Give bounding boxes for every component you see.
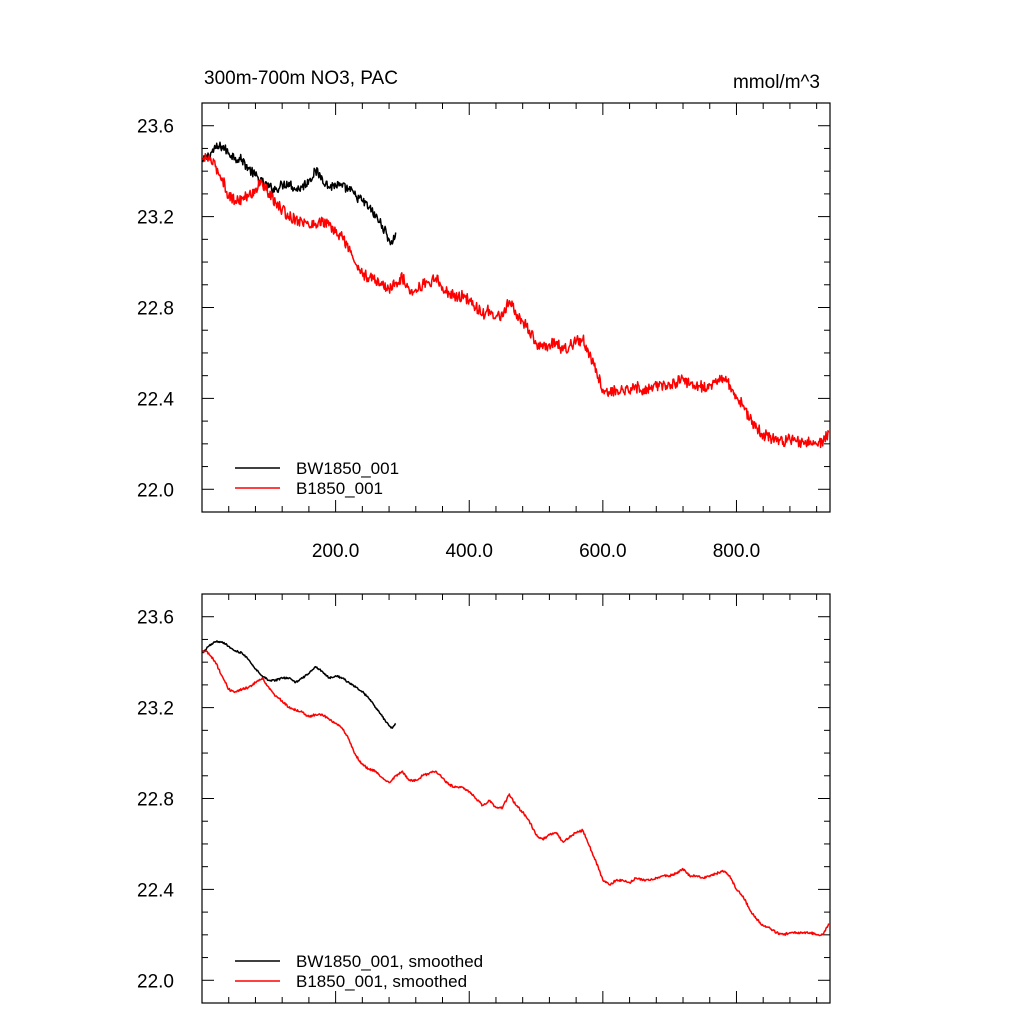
legend-label: BW1850_001 bbox=[296, 459, 399, 478]
plot-frame bbox=[201, 593, 831, 1004]
y-tick-label: 22.4 bbox=[137, 389, 174, 410]
legend-label: BW1850_001, smoothed bbox=[296, 952, 483, 971]
x-tick-label: 800.0 bbox=[713, 541, 761, 562]
series-line-bw1850 bbox=[202, 640, 397, 729]
y-tick-label: 23.2 bbox=[137, 208, 174, 229]
y-tick-label: 22.0 bbox=[137, 971, 174, 992]
y-tick-label: 23.2 bbox=[137, 699, 174, 720]
plot-frame bbox=[201, 102, 831, 513]
y-tick-label: 23.6 bbox=[137, 117, 174, 138]
series-line-b1850 bbox=[202, 649, 830, 937]
x-tick-label: 200.0 bbox=[312, 541, 360, 562]
y-tick-label: 22.8 bbox=[137, 790, 174, 811]
legend-label: B1850_001, smoothed bbox=[296, 972, 467, 991]
x-tick-label: 400.0 bbox=[445, 541, 493, 562]
series-line-b1850 bbox=[201, 153, 830, 449]
top-panel: 300m-700m NO3, PAC mmol/m^3 200.0 400.0 60… bbox=[137, 68, 831, 562]
bottom-panel: 22.0 22.4 22.8 23.2 23.6 BW1850_001, smoothed… bbox=[137, 593, 831, 1004]
y-tick-label: 22.4 bbox=[137, 880, 174, 901]
y-tick-label: 22.0 bbox=[137, 480, 174, 501]
legend-label: B1850_001 bbox=[296, 479, 383, 498]
units-label: mmol/m^3 bbox=[733, 72, 820, 93]
chart-title: 300m-700m NO3, PAC bbox=[204, 68, 398, 89]
x-tick-label: 600.0 bbox=[579, 541, 627, 562]
y-tick-label: 22.8 bbox=[137, 299, 174, 320]
series-line-bw1850 bbox=[201, 141, 397, 246]
y-tick-label: 23.6 bbox=[137, 608, 174, 629]
